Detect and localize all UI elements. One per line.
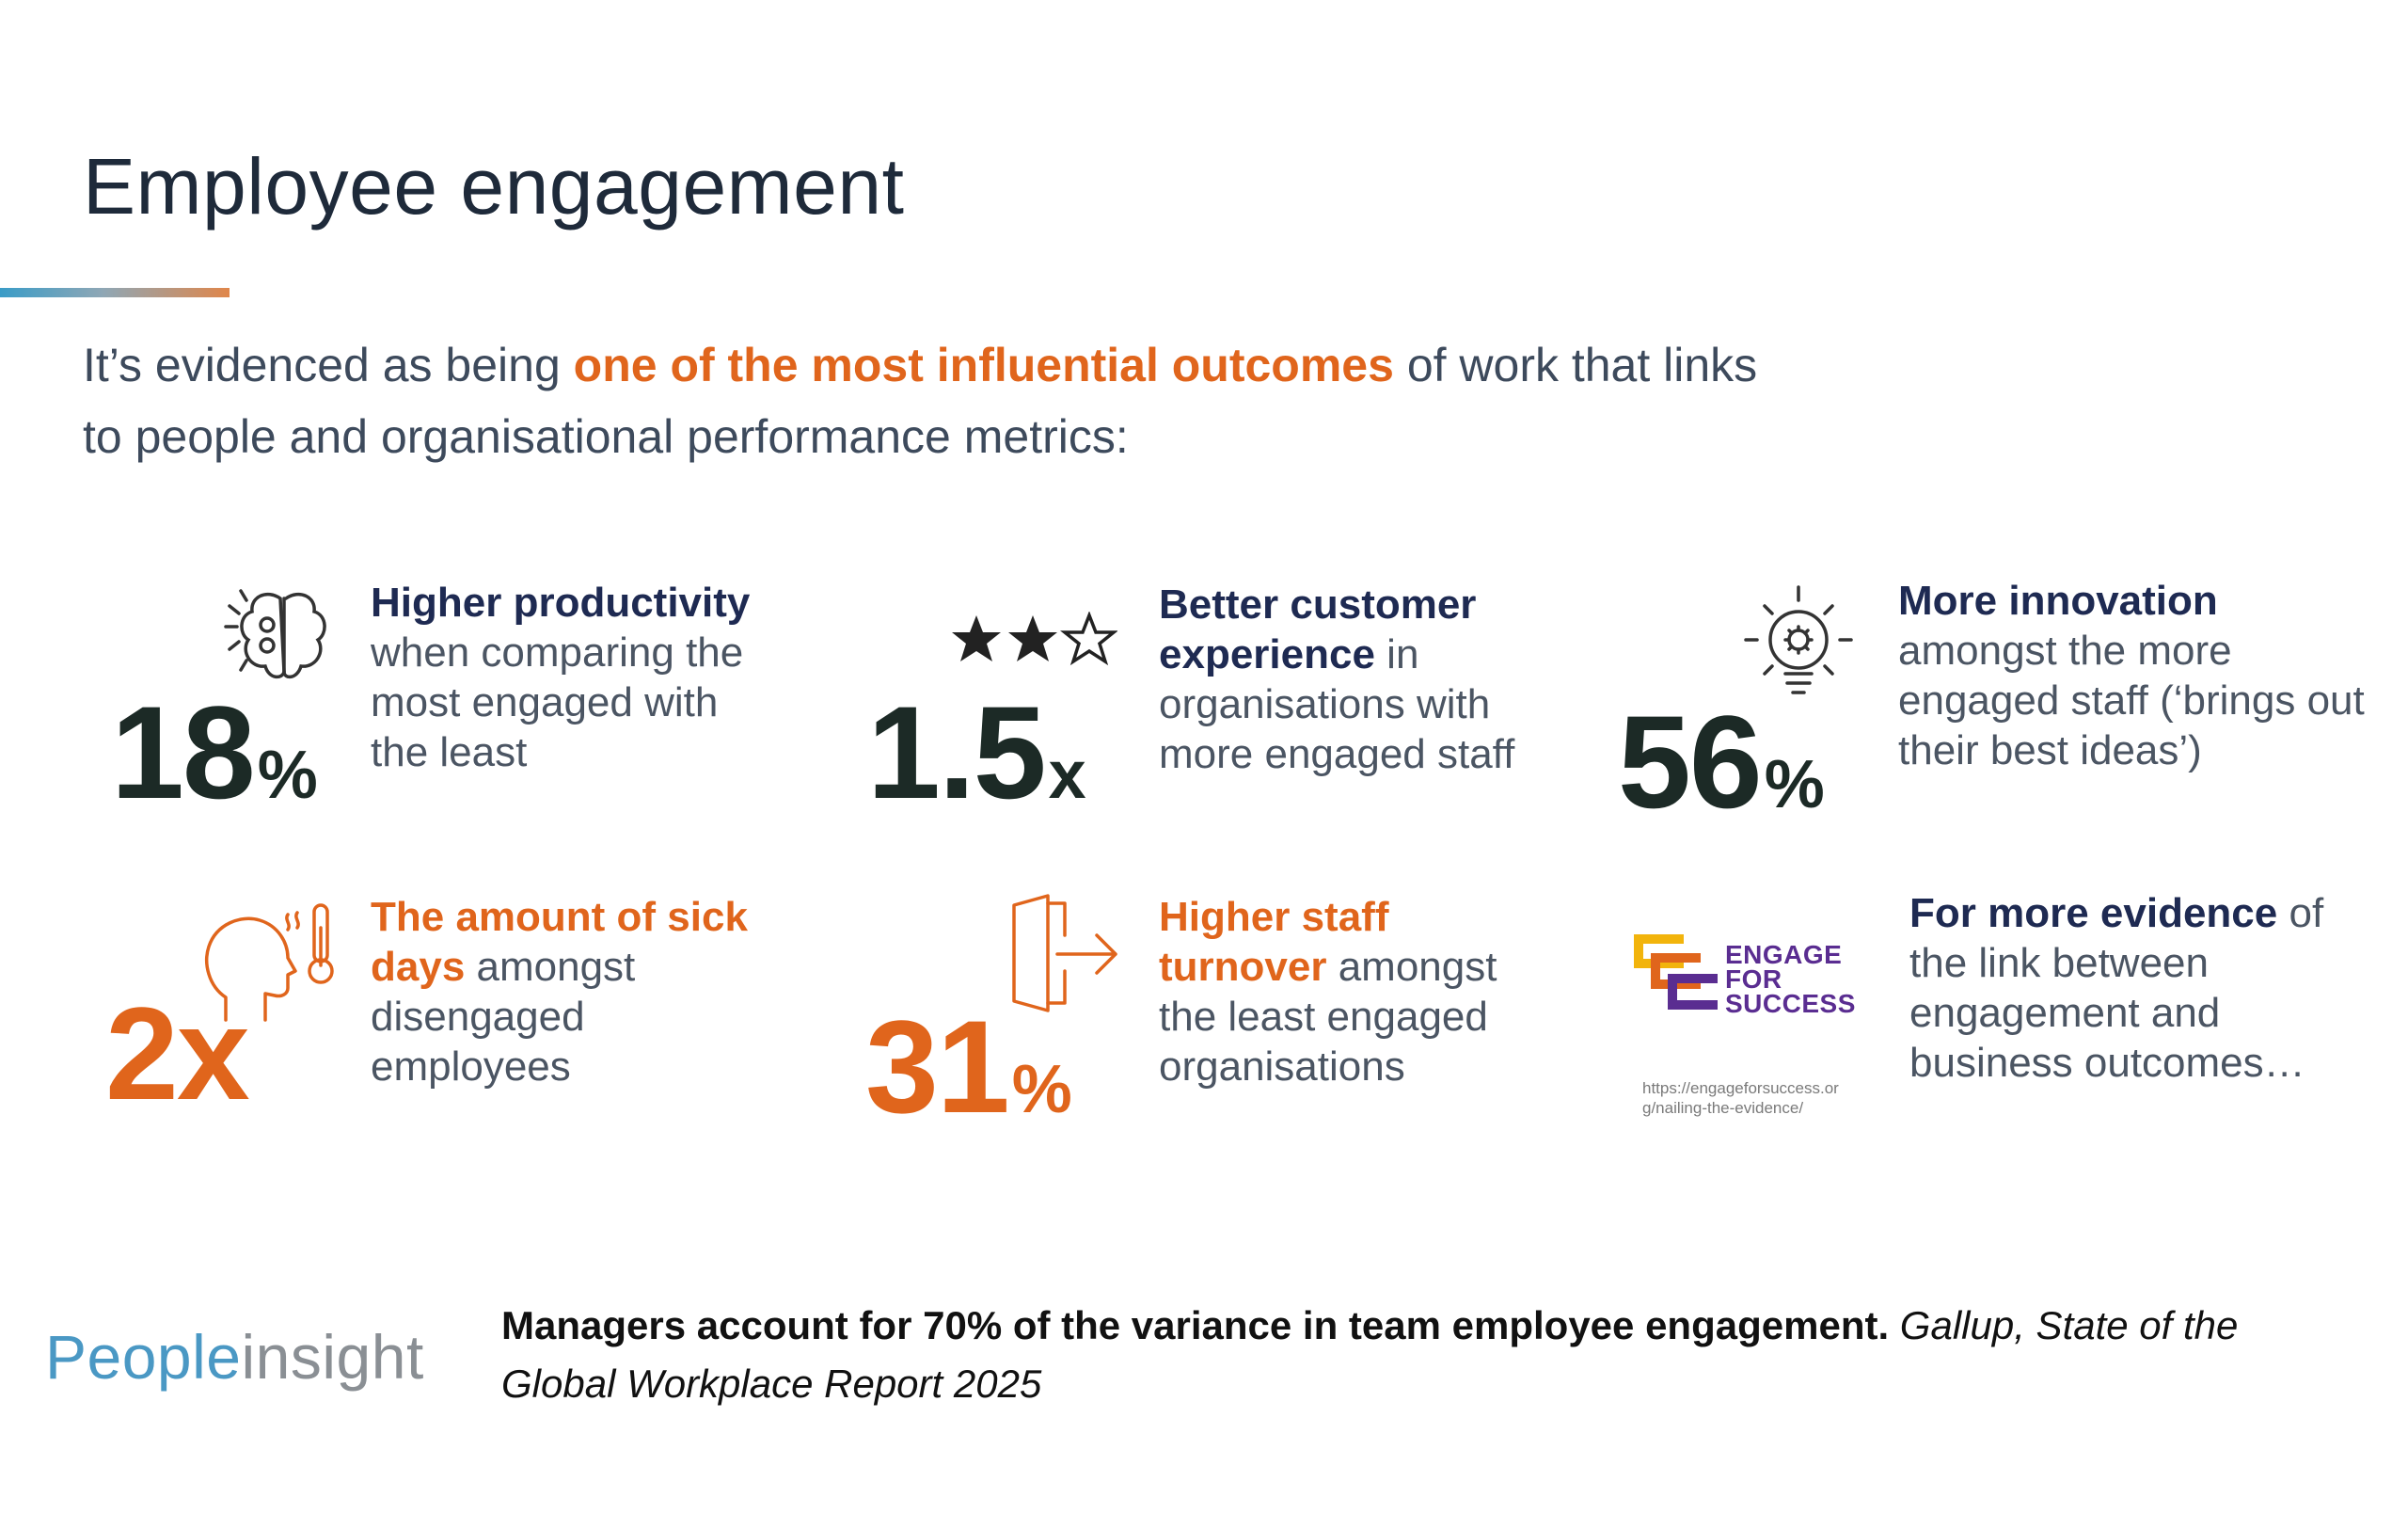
intro-before: It’s evidenced as being bbox=[83, 339, 574, 391]
title-accent-line bbox=[0, 288, 230, 297]
exit-door-icon bbox=[1010, 892, 1123, 1014]
footer-quote: Managers account for 70% of the variance… bbox=[501, 1303, 2239, 1406]
stat-text-innovation: More innovation amongst the more engaged… bbox=[1898, 578, 2365, 773]
stat-value-sick-days: 2x bbox=[105, 979, 250, 1127]
stat-value-customer: 1.5x bbox=[867, 678, 1086, 826]
stat-text-sick-days: The amount of sick days amongst disengag… bbox=[371, 894, 748, 1090]
evidence-url[interactable]: https://engageforsuccess.org/nailing-the… bbox=[1642, 1079, 1839, 1117]
evidence-text: For more evidence of the link between en… bbox=[1909, 890, 2324, 1086]
stars-icon bbox=[948, 612, 1117, 670]
brain-icon bbox=[222, 585, 344, 689]
stat-value-innovation: 56% bbox=[1618, 688, 1825, 836]
intro-highlight: one of the most influential outcomes bbox=[573, 339, 1394, 391]
stat-text-customer: Better customer experience in organisati… bbox=[1159, 581, 1515, 777]
intro-after: of work that links to people and organis… bbox=[83, 339, 1758, 463]
stat-text-turnover: Higher staff turnover amongst the least … bbox=[1159, 894, 1497, 1090]
lightbulb-icon bbox=[1742, 583, 1855, 711]
stat-value-turnover: 31% bbox=[865, 993, 1072, 1140]
page-title: Employee engagement bbox=[83, 142, 905, 231]
sick-head-icon bbox=[198, 896, 339, 1027]
people-insight-logo: Peopleinsight bbox=[45, 1322, 424, 1392]
intro-text: It’s evidenced as being one of the most … bbox=[83, 329, 1776, 472]
stat-value-productivity: 18% bbox=[111, 678, 318, 826]
engage-for-success-logo-text: ENGAGE FOR SUCCESS bbox=[1725, 940, 1856, 1018]
engage-for-success-logo-mark bbox=[1627, 932, 1721, 1012]
stat-text-productivity: Higher productivity when comparing the m… bbox=[371, 580, 751, 775]
